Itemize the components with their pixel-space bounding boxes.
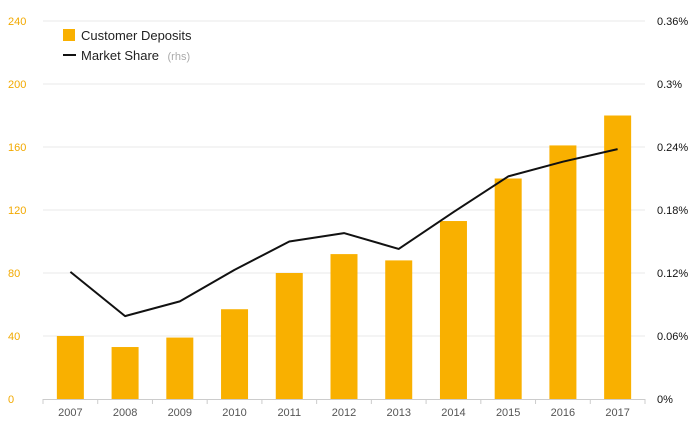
legend-label-customer-deposits: Customer Deposits (81, 28, 192, 43)
y-left-tick-label: 240 (8, 16, 26, 28)
bar-customer-deposits (330, 254, 358, 399)
bar-customer-deposits (604, 115, 632, 399)
bar-customer-deposits (221, 309, 249, 399)
y-left-tick-label: 0 (8, 394, 14, 406)
x-tick-label: 2015 (496, 407, 520, 419)
x-tick-label: 2010 (222, 407, 246, 419)
y-right-tick-label: 0.06% (657, 331, 688, 343)
y-left-tick-label: 80 (8, 268, 20, 280)
x-tick-label: 2009 (168, 407, 192, 419)
x-tick-label: 2012 (332, 407, 356, 419)
y-right-tick-label: 0.18% (657, 205, 688, 217)
bar-customer-deposits (166, 337, 194, 399)
bar-customer-deposits (275, 273, 303, 399)
legend-swatch-customer-deposits (63, 29, 75, 41)
y-left-tick-label: 200 (8, 79, 26, 91)
y-left-tick-label: 160 (8, 142, 26, 154)
bar-customer-deposits (439, 221, 467, 399)
x-tick-label: 2007 (58, 407, 82, 419)
legend-label-market-share: Market Share (rhs) (81, 47, 190, 64)
legend: Customer Deposits Market Share (rhs) (63, 28, 192, 64)
gridlines (43, 20, 645, 337)
bar-customer-deposits (549, 145, 577, 399)
x-tick-label: 2014 (441, 407, 465, 419)
x-tick-label: 2017 (605, 407, 629, 419)
axes: 0 0% 40 0.06% 80 0.12% 120 0.18% 160 0.24% 200 0.3%… (8, 16, 688, 419)
y-left-tick-label: 120 (8, 205, 26, 217)
legend-label-market-share-name: Market Share (81, 48, 159, 63)
bar-customer-deposits (494, 178, 522, 399)
y-right-tick-label: 0% (657, 394, 673, 406)
x-tick-label: 2013 (386, 407, 410, 419)
bars-customer-deposits (56, 115, 632, 399)
y-right-tick-label: 0.12% (657, 268, 688, 280)
y-left-tick-label: 40 (8, 331, 20, 343)
y-right-tick-label: 0.3% (657, 79, 682, 91)
line-market-share (69, 148, 618, 318)
x-tick-label: 2016 (551, 407, 575, 419)
y-right-tick-label: 0.36% (657, 16, 688, 28)
market-share-line (69, 148, 618, 318)
y-right-tick-label: 0.24% (657, 142, 688, 154)
x-tick-label: 2008 (113, 407, 137, 419)
bar-customer-deposits (385, 260, 413, 399)
bar-customer-deposits (111, 347, 139, 399)
bar-customer-deposits (56, 336, 84, 399)
x-tick-label: 2011 (277, 407, 301, 419)
legend-label-market-share-suffix: (rhs) (168, 51, 191, 63)
